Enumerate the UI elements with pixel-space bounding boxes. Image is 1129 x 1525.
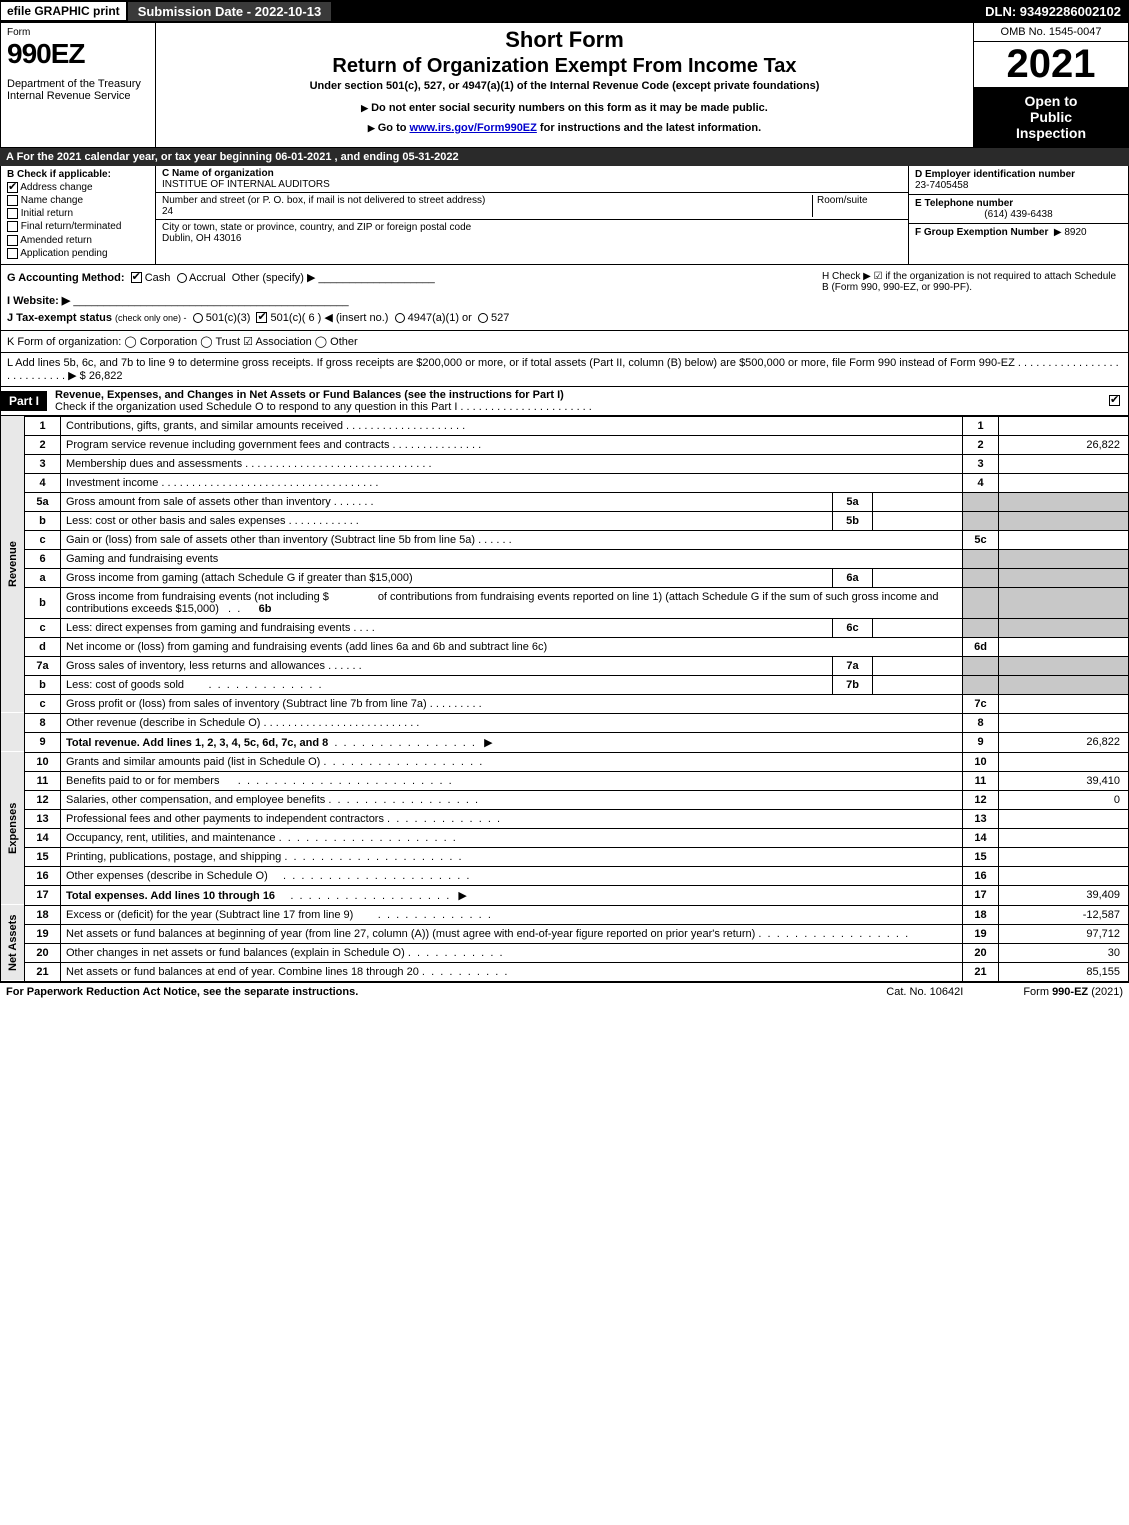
chk-name-change[interactable] (7, 195, 18, 206)
short-form-title: Short Form (164, 27, 965, 53)
irs-link[interactable]: www.irs.gov/Form990EZ (410, 122, 537, 134)
tax-exempt-label: J Tax-exempt status (7, 312, 112, 324)
row-gh: G Accounting Method: Cash Accrual Other … (0, 265, 1129, 331)
submission-date: Submission Date - 2022-10-13 (127, 1, 333, 22)
column-c: C Name of organization INSTITUE OF INTER… (156, 166, 908, 264)
tax-year: 2021 (974, 42, 1128, 87)
form-header: Form 990EZ Department of the Treasury In… (0, 22, 1129, 148)
part1-label: Part I (1, 391, 47, 411)
top-bar: efile GRAPHIC print Submission Date - 20… (0, 0, 1129, 22)
dept-treasury: Department of the Treasury (7, 78, 149, 90)
chk-pending[interactable] (7, 248, 18, 259)
ein-label: D Employer identification number (915, 169, 1122, 180)
header-left: Form 990EZ Department of the Treasury In… (1, 23, 156, 147)
chk-address-change[interactable] (7, 182, 18, 193)
revenue-sidebar: Revenue (1, 416, 25, 713)
street-label: Number and street (or P. O. box, if mail… (162, 195, 812, 206)
irs-label: Internal Revenue Service (7, 90, 149, 102)
line-20-value: 30 (999, 943, 1129, 962)
line-17-value: 39,409 (999, 885, 1129, 905)
chk-527[interactable] (478, 313, 488, 323)
line-21-value: 85,155 (999, 962, 1129, 981)
dln: DLN: 93492286002102 (977, 2, 1129, 21)
form-label: Form (7, 27, 149, 38)
line-19-value: 97,712 (999, 924, 1129, 943)
omb-number: OMB No. 1545-0047 (974, 23, 1128, 42)
org-name-label: C Name of organization (162, 168, 902, 179)
paperwork-notice: For Paperwork Reduction Act Notice, see … (6, 986, 358, 998)
row-h: H Check ▶ ☑ if the organization is not r… (822, 271, 1122, 324)
telephone-label: E Telephone number (915, 198, 1122, 209)
expenses-sidebar: Expenses (1, 752, 25, 905)
form-footer-id: Form 990-EZ (2021) (1023, 986, 1123, 998)
part1-table: Revenue 1Contributions, gifts, grants, a… (0, 416, 1129, 982)
row-k: K Form of organization: ◯ Corporation ◯ … (0, 331, 1129, 353)
telephone-value: (614) 439-6438 (915, 209, 1122, 220)
city-label: City or town, state or province, country… (162, 222, 902, 233)
under-section: Under section 501(c), 527, or 4947(a)(1)… (164, 80, 965, 92)
page-footer: For Paperwork Reduction Act Notice, see … (0, 982, 1129, 1001)
ein-value: 23-7405458 (915, 180, 1122, 191)
org-name: INSTITUE OF INTERNAL AUDITORS (162, 179, 902, 190)
chk-accrual[interactable] (177, 273, 187, 283)
chk-cash[interactable] (131, 272, 142, 283)
group-exemption-label: F Group Exemption Number (915, 227, 1048, 238)
group-exemption-value: 8920 (1064, 227, 1086, 238)
accounting-method-label: G Accounting Method: (7, 272, 125, 284)
row-a-tax-year: A For the 2021 calendar year, or tax yea… (0, 148, 1129, 166)
chk-initial-return[interactable] (7, 208, 18, 219)
chk-501c[interactable] (256, 312, 267, 323)
chk-amended[interactable] (7, 235, 18, 246)
efile-print-button[interactable]: efile GRAPHIC print (0, 1, 127, 21)
line-12-value: 0 (999, 790, 1129, 809)
chk-4947[interactable] (395, 313, 405, 323)
col-b-title: B Check if applicable: (7, 169, 149, 180)
line-9-value: 26,822 (999, 732, 1129, 752)
street-value: 24 (162, 206, 812, 217)
return-title: Return of Organization Exempt From Incom… (164, 55, 965, 78)
room-suite-label: Room/suite (812, 195, 902, 217)
cat-number: Cat. No. 10642I (886, 986, 963, 998)
line-11-value: 39,410 (999, 771, 1129, 790)
chk-final-return[interactable] (7, 221, 18, 232)
header-right: OMB No. 1545-0047 2021 Open toPublicInsp… (973, 23, 1128, 147)
form-number: 990EZ (7, 38, 149, 70)
open-to-public: Open toPublicInspection (974, 87, 1128, 147)
chk-schedule-o[interactable] (1109, 395, 1120, 406)
go-to-link-row: Go to www.irs.gov/Form990EZ for instruct… (164, 122, 965, 134)
column-b: B Check if applicable: Address change Na… (1, 166, 156, 264)
part1-header: Part I Revenue, Expenses, and Changes in… (0, 387, 1129, 416)
section-bcd: B Check if applicable: Address change Na… (0, 166, 1129, 265)
city-value: Dublin, OH 43016 (162, 233, 902, 244)
line-2-value: 26,822 (999, 435, 1129, 454)
do-not-enter: Do not enter social security numbers on … (164, 102, 965, 114)
gross-receipts: $ 26,822 (80, 370, 123, 382)
column-d: D Employer identification number 23-7405… (908, 166, 1128, 264)
chk-501c3[interactable] (193, 313, 203, 323)
row-l: L Add lines 5b, 6c, and 7b to line 9 to … (0, 353, 1129, 387)
website-label: I Website: ▶ (7, 295, 70, 307)
part1-sub: Check if the organization used Schedule … (55, 401, 1101, 413)
net-assets-sidebar: Net Assets (1, 905, 25, 981)
part1-title: Revenue, Expenses, and Changes in Net As… (55, 389, 1101, 401)
line-18-value: -12,587 (999, 905, 1129, 924)
header-middle: Short Form Return of Organization Exempt… (156, 23, 973, 147)
